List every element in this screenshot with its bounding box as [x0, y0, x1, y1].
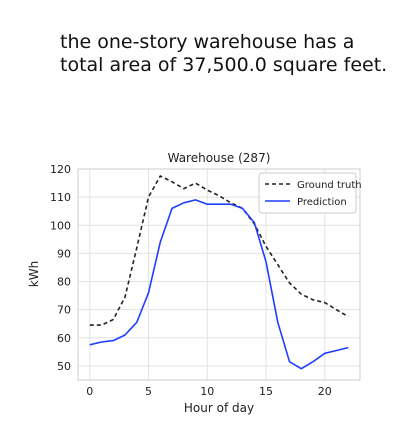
- y-axis-label: kWh: [27, 261, 41, 287]
- chart-title: Warehouse (287): [168, 151, 271, 165]
- prediction-line: [89, 199, 349, 370]
- x-tick-label: 15: [259, 385, 273, 398]
- y-tick-label: 90: [57, 247, 71, 260]
- x-axis-label: Hour of day: [184, 401, 254, 415]
- legend-prediction-label: Prediction: [297, 197, 347, 208]
- y-tick-label: 120: [50, 163, 71, 176]
- x-tick-label: 20: [318, 385, 332, 398]
- legend-box: [258, 172, 357, 214]
- x-tick-label: 0: [86, 385, 93, 398]
- y-tick-label: 100: [50, 219, 71, 232]
- x-tick-labels: 0 5 10 15 20: [86, 385, 332, 398]
- y-tick-label: 50: [57, 360, 71, 373]
- x-tick-label: 10: [200, 385, 214, 398]
- plot-frame: [77, 168, 361, 381]
- y-tick-label: 80: [57, 276, 71, 289]
- building-description: the one-story warehouse has a total area…: [60, 31, 388, 76]
- x-tick-label: 5: [145, 385, 152, 398]
- legend-ground-truth-label: Ground truth: [297, 180, 362, 191]
- legend: Ground truth Prediction: [258, 172, 362, 214]
- y-tick-label: 70: [57, 304, 71, 317]
- ground-truth-line: [89, 175, 349, 326]
- series-layer: [89, 175, 349, 370]
- y-tick-label: 60: [57, 332, 71, 345]
- y-tick-labels: 50 60 70 80 90 100 110 120: [50, 163, 71, 373]
- y-tick-label: 110: [50, 191, 71, 204]
